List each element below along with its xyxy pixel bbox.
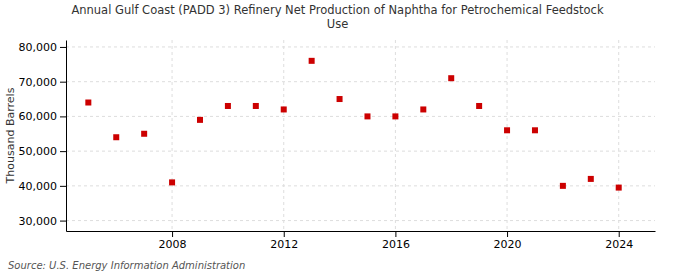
y-axis-title: Thousand Barrels [4, 87, 17, 184]
tick: 50,000 [19, 145, 67, 158]
point [253, 103, 259, 109]
tick: 40,000 [19, 180, 67, 193]
grid-line [66, 151, 655, 152]
point [141, 131, 147, 137]
tick: 60,000 [19, 110, 67, 123]
tick-label: 50,000 [19, 145, 58, 158]
point [225, 103, 231, 109]
tick: 2020 [494, 231, 522, 251]
chart-container: 2008 2012 2016 2020 2024 30,000 40,000 50,000 60… [0, 0, 675, 275]
tick-label: 80,000 [19, 41, 58, 54]
tick-mark [172, 231, 173, 237]
tick: 2016 [382, 231, 410, 251]
grid [66, 40, 655, 231]
tick-label: 2020 [494, 238, 522, 251]
point [588, 176, 594, 182]
grid-line [283, 40, 284, 231]
title-line: Use [327, 17, 348, 31]
tick: 80,000 [19, 41, 67, 54]
annotation: Source: U.S. Energy Information Administ… [8, 260, 245, 271]
point [85, 100, 91, 106]
grid-line [395, 40, 396, 231]
tick-label: 2008 [159, 238, 187, 251]
point [392, 113, 398, 119]
axis-line [67, 231, 656, 232]
tick-mark [507, 231, 508, 237]
point [476, 103, 482, 109]
tick-mark [60, 116, 66, 117]
tick-label: 2012 [270, 238, 298, 251]
tick-label: 2024 [605, 238, 633, 251]
grid-line [66, 81, 655, 82]
tick-mark [395, 231, 396, 237]
x-axis: 2008 2012 2016 2020 2024 [67, 231, 656, 251]
title: Annual Gulf Coast (PADD 3) Refinery Net … [71, 3, 604, 31]
tick: 2008 [159, 231, 187, 251]
tick-label: 60,000 [19, 110, 58, 123]
point [616, 185, 622, 191]
grid-line [507, 40, 508, 231]
tick-mark [60, 82, 66, 83]
point [197, 117, 203, 123]
tick: 2012 [270, 231, 298, 251]
tick-label: 2016 [382, 238, 410, 251]
y-axis: 30,000 40,000 50,000 60,000 70,000 80,000 [19, 41, 67, 232]
point [309, 58, 315, 64]
grid-line [66, 185, 655, 186]
tick: 2024 [605, 231, 633, 251]
axis-line [66, 41, 67, 232]
grid-line [66, 46, 655, 47]
point [364, 113, 370, 119]
tick-label: 40,000 [19, 180, 58, 193]
tick-mark [60, 221, 66, 222]
plot-area [85, 58, 621, 191]
point [504, 127, 510, 133]
point [532, 127, 538, 133]
tick-mark [284, 231, 285, 237]
chart: 2008 2012 2016 2020 2024 30,000 40,000 50,000 60… [0, 0, 675, 275]
tick-mark [60, 47, 66, 48]
grid-line [66, 220, 655, 221]
point [448, 75, 454, 81]
tick-label: 70,000 [19, 76, 58, 89]
tick-mark [60, 151, 66, 152]
grid-line [66, 116, 655, 117]
grid-line [618, 40, 619, 231]
tick-mark [60, 186, 66, 187]
point [281, 106, 287, 112]
point [113, 134, 119, 140]
point [169, 179, 175, 185]
point [420, 106, 426, 112]
point [337, 96, 343, 102]
tick: 70,000 [19, 76, 67, 89]
grid-line [172, 40, 173, 231]
point [560, 183, 566, 189]
title-line: Annual Gulf Coast (PADD 3) Refinery Net … [71, 3, 604, 17]
tick: 30,000 [19, 215, 67, 228]
tick-label: 30,000 [19, 215, 58, 228]
tick-mark [619, 231, 620, 237]
